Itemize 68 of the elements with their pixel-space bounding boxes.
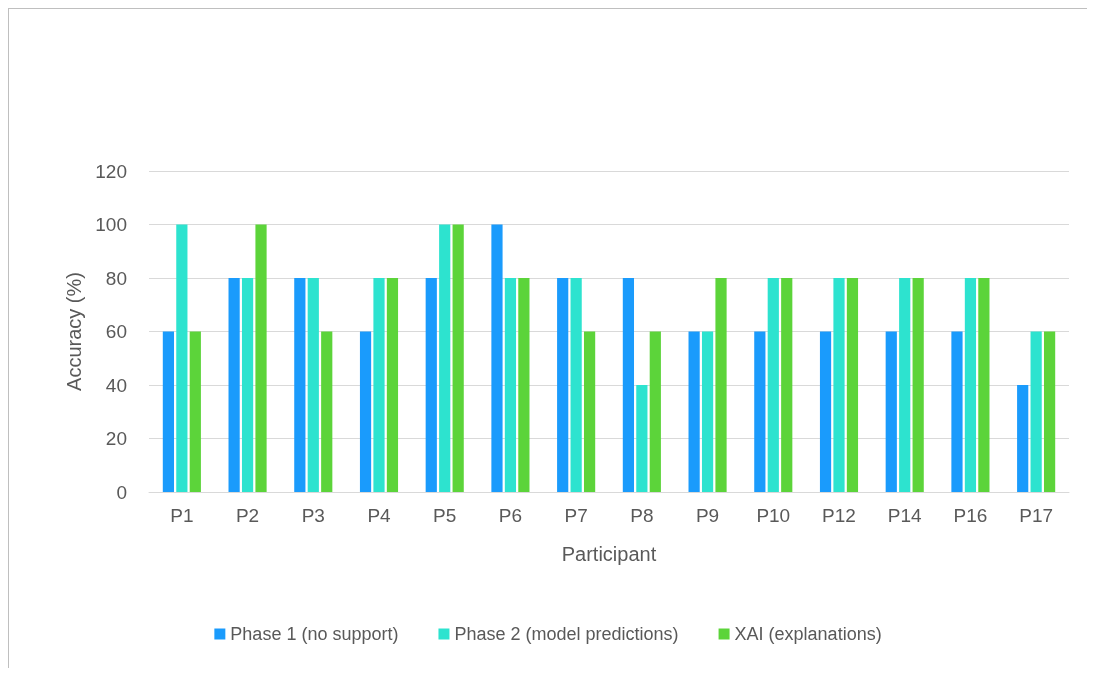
bar bbox=[162, 331, 175, 492]
bar bbox=[701, 331, 714, 492]
bar bbox=[228, 278, 240, 492]
bar bbox=[255, 224, 267, 492]
x-tick-label: P14 bbox=[887, 505, 923, 526]
x-tick-label: P8 bbox=[630, 505, 654, 526]
x-tick-label: P7 bbox=[564, 505, 588, 526]
bar bbox=[491, 224, 503, 492]
bar bbox=[425, 278, 437, 492]
bar bbox=[649, 331, 661, 492]
bar bbox=[767, 278, 779, 492]
y-tick-label: 0 bbox=[116, 481, 127, 503]
y-tick-label: 20 bbox=[105, 428, 127, 449]
bar bbox=[833, 278, 845, 492]
y-tick-label: 100 bbox=[95, 214, 127, 235]
legend-label: Phase 1 (no support) bbox=[230, 624, 399, 644]
bar bbox=[978, 278, 990, 492]
bar bbox=[504, 278, 517, 492]
bar bbox=[439, 224, 451, 492]
x-tick-label: P2 bbox=[235, 505, 260, 526]
bar bbox=[1017, 385, 1029, 492]
x-tick-label: P1 bbox=[170, 505, 194, 526]
x-tick-label: P17 bbox=[1019, 505, 1054, 526]
x-tick-label: P6 bbox=[498, 505, 523, 526]
bar bbox=[294, 278, 306, 492]
bar bbox=[176, 224, 188, 492]
bar bbox=[557, 278, 569, 492]
bar bbox=[518, 278, 530, 492]
x-tick-label: P16 bbox=[953, 505, 988, 526]
bar bbox=[885, 331, 897, 492]
bar bbox=[307, 278, 319, 492]
legend-label: Phase 2 (model predictions) bbox=[454, 624, 679, 644]
x-tick-label: P9 bbox=[695, 505, 720, 526]
legend-label: XAI (explanations) bbox=[734, 624, 882, 644]
y-tick-label: 120 bbox=[95, 160, 127, 182]
x-tick-label: P3 bbox=[301, 505, 325, 526]
bar bbox=[754, 331, 766, 492]
x-tick-label: P5 bbox=[433, 505, 457, 526]
bar bbox=[189, 331, 201, 492]
x-tick-label: P10 bbox=[756, 505, 791, 526]
bar bbox=[622, 278, 635, 492]
bar bbox=[636, 385, 648, 492]
x-tick-label: P12 bbox=[822, 505, 856, 526]
bar bbox=[1043, 331, 1056, 492]
bar bbox=[715, 278, 727, 492]
bar bbox=[321, 331, 333, 492]
bar bbox=[452, 224, 464, 492]
bar bbox=[1030, 331, 1042, 492]
y-tick-label: 40 bbox=[105, 374, 127, 396]
x-tick-label: P4 bbox=[367, 505, 392, 526]
bar bbox=[359, 331, 372, 492]
bar bbox=[583, 331, 596, 492]
bar bbox=[846, 278, 859, 492]
y-tick-label: 60 bbox=[105, 321, 127, 342]
bar bbox=[373, 278, 385, 492]
y-tick-label: 80 bbox=[105, 267, 127, 289]
y-axis-title: Accuracy (%) bbox=[63, 272, 86, 391]
bar bbox=[688, 331, 700, 492]
bar bbox=[951, 331, 963, 492]
bar bbox=[781, 278, 793, 492]
bar bbox=[241, 278, 254, 492]
bar bbox=[964, 278, 977, 492]
bar bbox=[899, 278, 911, 492]
bar bbox=[819, 331, 832, 492]
bar bbox=[570, 278, 582, 492]
bar bbox=[912, 278, 924, 492]
bar bbox=[386, 278, 399, 492]
x-axis-title: Participant bbox=[561, 543, 657, 565]
